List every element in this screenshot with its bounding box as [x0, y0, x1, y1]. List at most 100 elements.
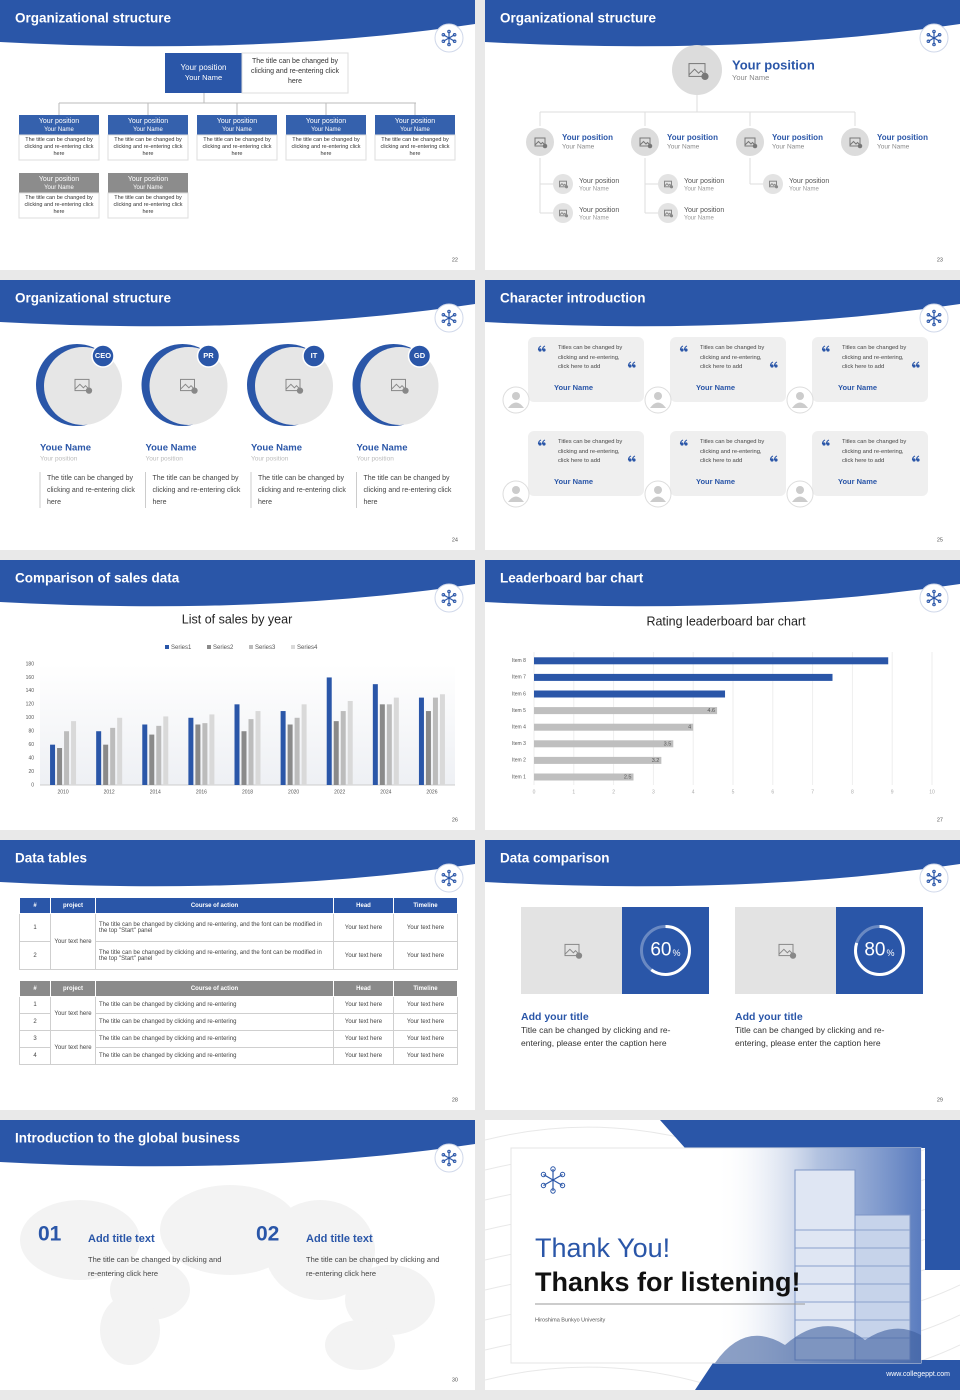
node-avatar — [839, 126, 871, 158]
bar — [534, 690, 726, 698]
ring-value: 60 — [650, 940, 671, 961]
badge — [91, 344, 115, 368]
logo-dot — [932, 29, 936, 34]
head-name: Your Name — [732, 73, 769, 82]
item-text: The title can be changed by clicking and… — [88, 1255, 222, 1278]
person-name: Youe Name — [40, 443, 91, 454]
child-position: Your position — [684, 207, 724, 214]
value-label: 4.6 — [707, 708, 715, 714]
logo-dot — [447, 29, 451, 34]
map-shape — [100, 1295, 160, 1365]
bar — [117, 717, 123, 785]
quote-mark-tail — [631, 455, 636, 461]
avatar-head — [654, 486, 662, 494]
bar — [386, 704, 392, 785]
quote-mark — [680, 348, 684, 352]
table-cell: The title can be changed by clicking and… — [95, 913, 334, 942]
quote-mark-tail — [627, 361, 632, 367]
box-body — [285, 134, 367, 161]
y-tick-label: Item 8 — [512, 658, 526, 664]
slide-title: Data tables — [15, 851, 87, 866]
badge — [407, 344, 432, 368]
logo-dot — [441, 319, 446, 324]
image-icon-mountain — [688, 68, 706, 76]
x-tick-label: 4 — [692, 789, 695, 795]
box-body — [18, 192, 100, 219]
node-name: Your Name — [44, 127, 74, 133]
bar — [534, 657, 889, 665]
quote-mark-tail — [825, 439, 830, 445]
logo-dot — [937, 319, 942, 324]
image-icon-plus — [774, 185, 779, 189]
x-tick-label: 8 — [851, 789, 854, 795]
ring-value: 80 — [864, 940, 885, 961]
quote-mark-tail — [825, 345, 830, 351]
card-name: Your Name — [554, 477, 593, 486]
page-number: 29 — [937, 1097, 943, 1103]
node-name: Your Name — [185, 73, 222, 82]
child-name: Your Name — [684, 216, 714, 222]
child-name: Your Name — [789, 187, 819, 193]
logo-dot — [447, 309, 451, 314]
chart-title: List of sales by year — [182, 612, 292, 626]
header-cell: project — [62, 902, 83, 909]
logo-dot — [926, 592, 931, 597]
quote-mark-tail — [915, 455, 920, 461]
logo-dot — [937, 879, 942, 884]
person-name: Youe Name — [251, 443, 302, 454]
chart-title: Rating leaderboard bar chart — [646, 614, 806, 628]
logo-dot — [937, 592, 942, 597]
table-cell: Your text here — [333, 1013, 394, 1031]
x-tick-label: 2016 — [196, 789, 207, 795]
page-number: 26 — [452, 817, 458, 823]
quote-mark-tail — [769, 361, 774, 367]
person-position: Your position — [146, 456, 184, 463]
page-number: 28 — [452, 1097, 458, 1103]
x-tick-label: 2026 — [426, 789, 437, 795]
x-tick-label: 2010 — [57, 789, 68, 795]
value-label: 3.5 — [664, 741, 672, 747]
image-icon-plus — [669, 214, 674, 218]
slide: Leaderboard bar chart 27 Rating leaderboar… — [485, 560, 960, 830]
head-avatar — [672, 45, 722, 95]
slide-graphics: Character introduction 25 Your Name Your Na… — [485, 280, 960, 543]
table-row: 3 Your text here The title can be changed … — [19, 1030, 458, 1065]
thanks-title: Thank You! — [535, 1233, 670, 1263]
y-tick-label: Item 3 — [512, 741, 526, 747]
x-tick-label: 1 — [572, 789, 575, 795]
avatar-body — [650, 402, 666, 408]
card-quote: Titles can be changed by clicking and re… — [558, 439, 623, 464]
logo-dot — [559, 1182, 566, 1189]
card-quote: Titles can be changed by clicking and re… — [842, 345, 907, 370]
box-text: The title can be changed by clicking and… — [24, 137, 94, 157]
node-position: Your position — [128, 176, 168, 183]
avatar-head — [654, 392, 662, 400]
ring-unit: % — [673, 948, 681, 958]
slide-title: Organizational structure — [15, 291, 172, 306]
avatar-head — [512, 486, 520, 494]
image-icon-plus — [647, 143, 653, 149]
logo-dot — [452, 592, 457, 597]
card-name: Your Name — [838, 383, 877, 392]
header-row: # project Course of action Head Timeline — [19, 897, 458, 914]
slide-title: Data comparison — [500, 851, 610, 866]
logo-dot — [452, 879, 457, 884]
image-icon-mountain — [180, 383, 195, 390]
person-position: Your position — [251, 456, 289, 463]
image-icon-plus — [85, 387, 93, 394]
x-tick-label: 2014 — [150, 789, 161, 795]
bar — [534, 756, 662, 764]
page-number: 23 — [937, 257, 943, 263]
slide: Organizational structure 24 CEO Youe Name Yo… — [0, 280, 475, 550]
logo-dot — [932, 309, 936, 314]
map-shape — [325, 1320, 395, 1370]
logo-dot — [540, 1171, 547, 1178]
y-tick-label: 180 — [26, 661, 35, 667]
image-icon-plus — [789, 952, 797, 959]
logo-dot — [441, 599, 446, 604]
table-cell: The title can be changed by clicking and… — [95, 996, 334, 1014]
top-box — [165, 53, 242, 93]
y-tick-label: Item 7 — [512, 675, 526, 681]
header-band — [485, 0, 960, 47]
